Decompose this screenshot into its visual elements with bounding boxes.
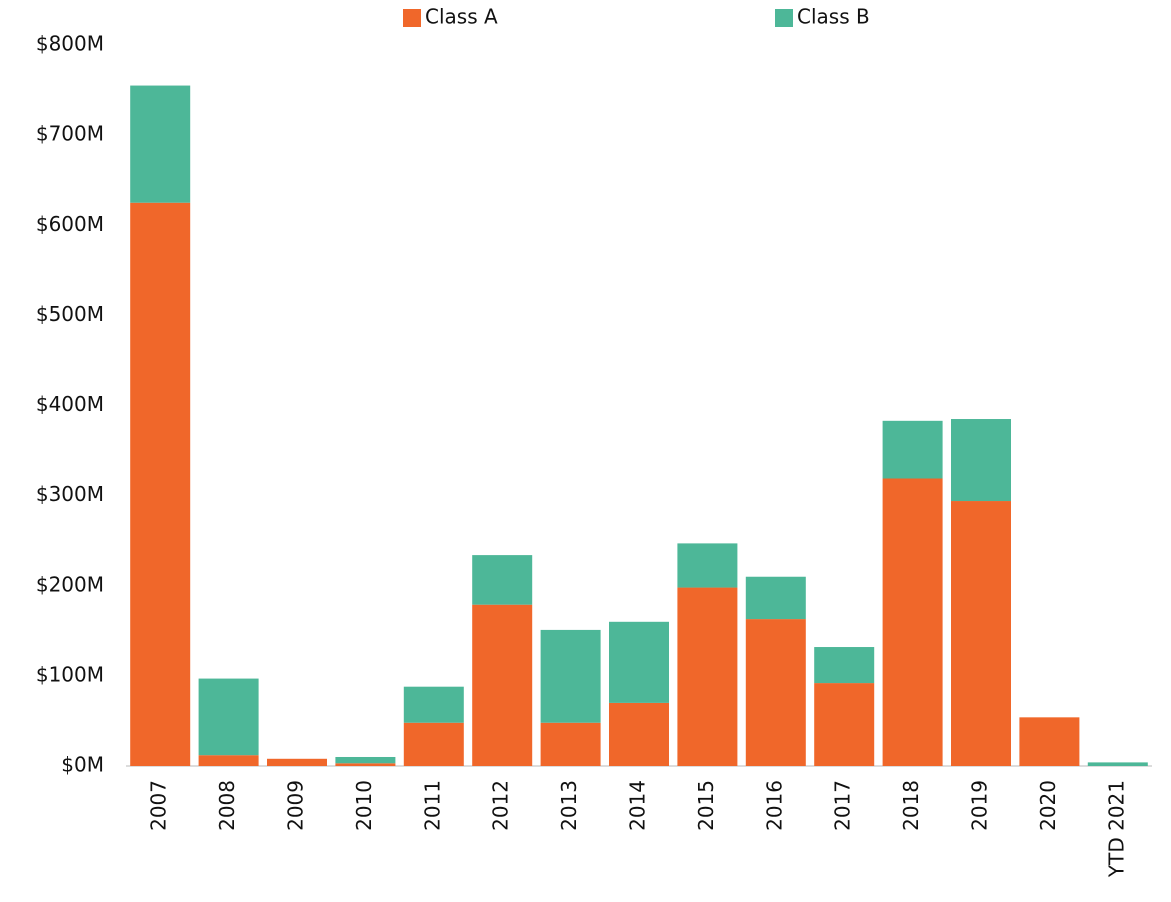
bar-segment (951, 501, 1011, 766)
x-tick-label: 2013 (557, 780, 581, 831)
x-tick-label: 2010 (352, 780, 376, 831)
bar-segment (335, 763, 396, 766)
y-tick-label: $500M (36, 302, 104, 326)
y-tick-label: $300M (36, 482, 104, 506)
y-tick-label: $400M (36, 392, 104, 416)
bar-segment (472, 555, 533, 605)
bar-segment (198, 755, 259, 766)
bar-segment (540, 722, 601, 766)
bar-segment (814, 647, 875, 684)
y-tick-label: $100M (36, 662, 104, 686)
y-tick-label: $800M (36, 32, 104, 56)
x-tick-label: YTD 2021 (1104, 780, 1128, 878)
bar-segment (677, 587, 738, 766)
bar-segment (745, 619, 806, 766)
x-tick-label: 2012 (489, 780, 513, 831)
bar-segment (130, 202, 191, 766)
y-tick-label: $600M (36, 212, 104, 236)
x-tick-label: 2011 (420, 780, 444, 831)
bar-segment (745, 576, 806, 620)
bar-segment (540, 629, 601, 723)
x-tick-label: 2014 (626, 780, 650, 831)
bar-segment (403, 686, 464, 723)
x-tick-label: 2020 (1036, 780, 1060, 831)
bar-segment (882, 420, 943, 479)
x-tick-label: 2018 (899, 780, 923, 831)
bar-segment (1019, 717, 1080, 766)
bar-segment (1087, 762, 1148, 766)
bar-segment (335, 756, 396, 764)
bar-segment (951, 419, 1011, 502)
legend-label: Class B (797, 5, 870, 29)
x-tick-label: 2016 (762, 780, 786, 831)
bar-segment (267, 758, 327, 766)
x-tick-label: 2009 (284, 780, 308, 831)
x-tick-label: 2008 (215, 780, 239, 831)
x-tick-label: 2017 (831, 780, 855, 831)
y-tick-label: $700M (36, 122, 104, 146)
x-tick-label: 2019 (968, 780, 992, 831)
bar-segment (472, 604, 533, 766)
y-tick-label: $0M (61, 753, 104, 777)
bar-segment (198, 678, 259, 756)
bar-segment (130, 85, 191, 203)
bar-segment (609, 621, 669, 703)
x-tick-label: 2007 (147, 780, 171, 831)
legend-swatch (403, 9, 421, 27)
legend-label: Class A (425, 5, 498, 29)
x-tick-label: 2015 (694, 780, 718, 831)
legend-swatch (775, 9, 793, 27)
bar-segment (882, 478, 943, 766)
bar-segment (814, 683, 875, 766)
bar-segment (609, 702, 669, 766)
y-tick-label: $200M (36, 572, 104, 596)
bar-segment (403, 722, 464, 766)
bar-segment (677, 543, 738, 588)
